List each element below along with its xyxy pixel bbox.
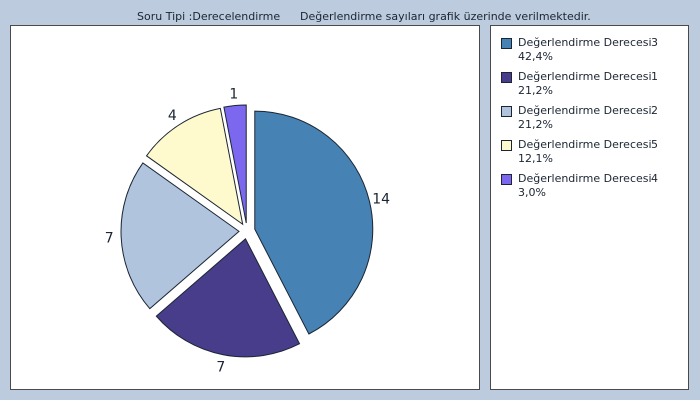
pie-data-label-4: 4 — [168, 108, 177, 124]
legend-rank: 4 — [651, 172, 658, 185]
legend-item-4: Değerlendirme Derecesi 5 12,1% — [501, 138, 686, 170]
legend-swatch — [501, 140, 512, 151]
legend-item-1: Değerlendirme Derecesi 3 42,4% — [501, 36, 686, 68]
legend-label: Değerlendirme Derecesi — [518, 70, 652, 83]
legend-item-2: Değerlendirme Derecesi 1 21,2% — [501, 70, 686, 102]
legend-item-3: Değerlendirme Derecesi 2 21,2% — [501, 104, 686, 136]
legend-percent: 21,2% — [518, 84, 553, 97]
legend-label: Değerlendirme Derecesi — [518, 104, 652, 117]
legend-label: Değerlendirme Derecesi — [518, 36, 652, 49]
legend-panel: Değerlendirme Derecesi 3 42,4% Değerlend… — [490, 25, 689, 390]
pie-slice-3 — [120, 162, 240, 310]
chart-note: Değerlendirme sayıları grafik üzerinde v… — [300, 10, 591, 23]
legend-percent: 42,4% — [518, 50, 553, 63]
legend-percent: 3,0% — [518, 186, 546, 199]
legend-label: Değerlendirme Derecesi — [518, 138, 652, 151]
legend-swatch — [501, 106, 512, 117]
legend-rank: 3 — [651, 36, 658, 49]
pie-chart-panel: 14 7 7 4 1 — [10, 25, 480, 390]
legend-rank: 2 — [651, 104, 658, 117]
legend-swatch — [501, 72, 512, 83]
pie-data-label-5: 1 — [229, 87, 238, 103]
legend-swatch — [501, 38, 512, 49]
pie-chart: 14 7 7 4 1 — [105, 87, 390, 376]
question-type-label: Soru Tipi :Derecelendirme — [137, 10, 281, 23]
pie-slice-5 — [223, 104, 247, 224]
legend-rank: 5 — [651, 138, 658, 151]
pie-slice-2 — [155, 238, 301, 358]
pie-slice-1 — [254, 110, 374, 335]
pie-data-label-2: 7 — [216, 360, 225, 376]
legend-label: Değerlendirme Derecesi — [518, 172, 652, 185]
legend-percent: 21,2% — [518, 118, 553, 131]
pie-data-label-1: 14 — [372, 191, 390, 207]
legend-item-5: Değerlendirme Derecesi 4 3,0% — [501, 172, 686, 204]
pie-slice-4 — [145, 107, 244, 226]
chart-header: Soru Tipi :Derecelendirme Değerlendirme … — [0, 8, 700, 24]
legend-swatch — [501, 174, 512, 185]
legend-rank: 1 — [651, 70, 658, 83]
legend-percent: 12,1% — [518, 152, 553, 165]
pie-data-label-3: 7 — [105, 231, 114, 247]
